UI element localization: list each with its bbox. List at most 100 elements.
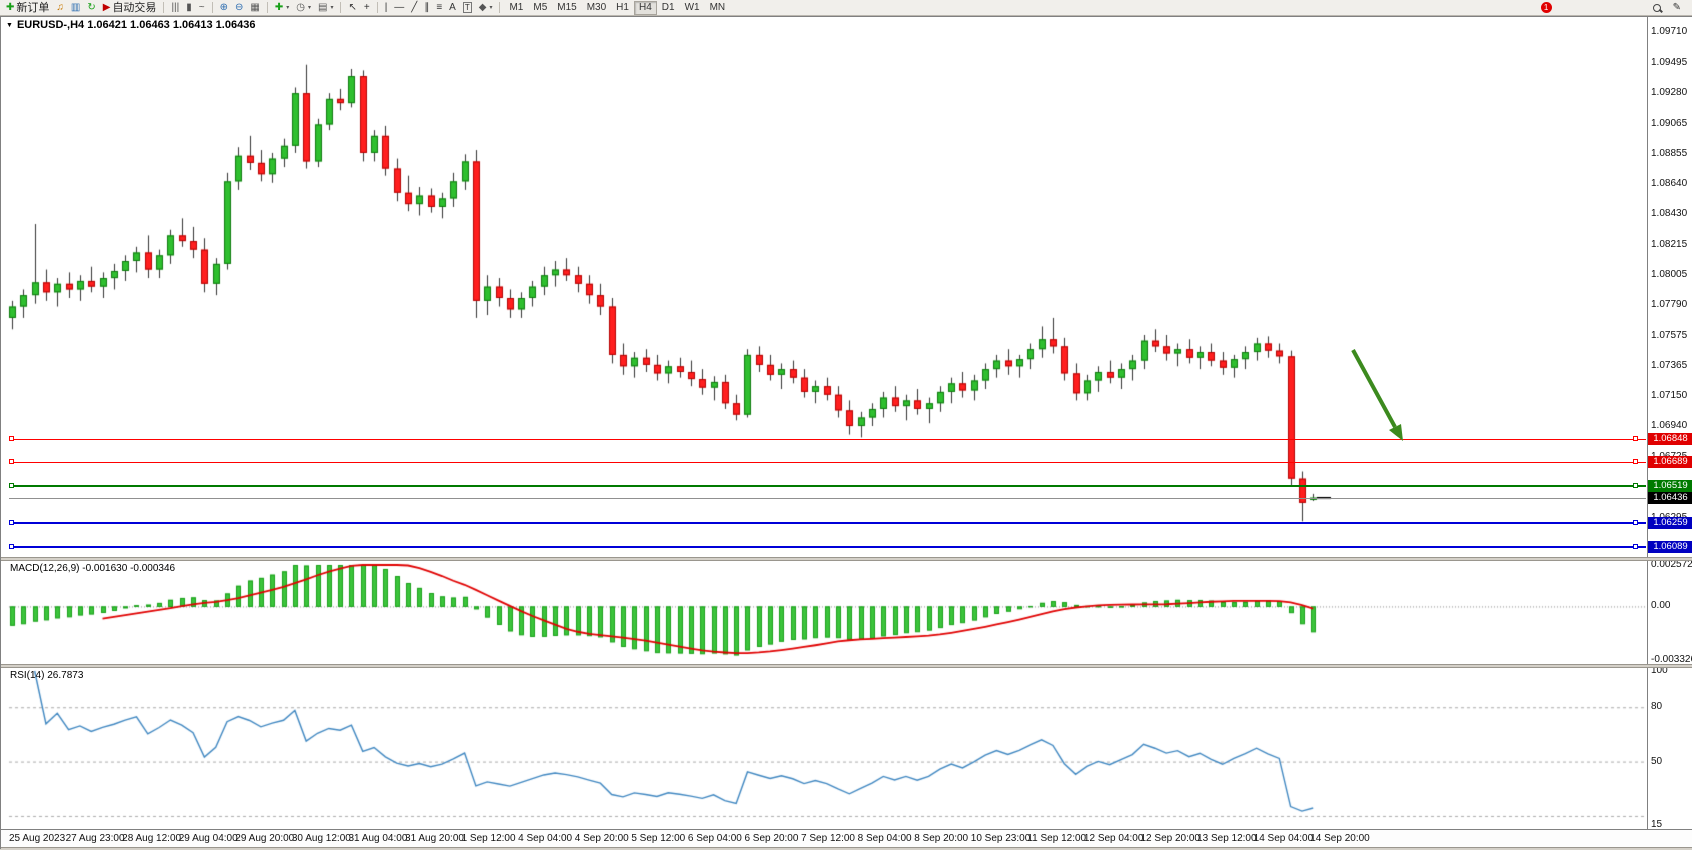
zoom-in-button[interactable]: ⊕ xyxy=(217,1,231,15)
rsi-scale-label: 80 xyxy=(1651,701,1663,713)
time-axis-label: 13 Sep 12:00 xyxy=(1197,833,1257,844)
time-axis-label: 7 Sep 12:00 xyxy=(801,833,855,844)
price-badge-1.06519: 1.06519 xyxy=(1648,480,1692,492)
vertical-line-button[interactable]: | xyxy=(382,1,391,15)
trendline-button[interactable]: ╱ xyxy=(408,1,420,15)
timeframe-d1[interactable]: D1 xyxy=(657,1,680,15)
price-scale-label: 1.07150 xyxy=(1651,390,1688,402)
time-axis-label: 31 Aug 04:00 xyxy=(348,833,408,844)
timeframe-w1[interactable]: W1 xyxy=(680,1,705,15)
chart-title: EURUSD-,H4 1.06421 1.06463 1.06413 1.064… xyxy=(16,19,256,31)
toolbar-separator xyxy=(499,2,501,13)
support-line-blue-1[interactable] xyxy=(9,522,1646,524)
timeframe-mn[interactable]: MN xyxy=(705,1,731,15)
notification-badge[interactable]: 1 xyxy=(1540,2,1552,13)
time-axis[interactable]: 25 Aug 2023 27 Aug 23:00 28 Aug 12:00 29 Au… xyxy=(1,829,1692,847)
resistance-line-2-handle[interactable] xyxy=(9,459,14,464)
crosshair-icon: + xyxy=(363,1,370,13)
price-badge-1.06089: 1.06089 xyxy=(1648,541,1692,553)
price-scale-label: 1.07790 xyxy=(1651,299,1688,311)
price-scale-label: 1.09710 xyxy=(1651,26,1688,37)
support-line-blue-2[interactable] xyxy=(9,546,1646,548)
fibonacci-button[interactable]: ≡ xyxy=(433,1,445,15)
auto-trading-button[interactable]: ▶ 自动交易 xyxy=(100,1,160,15)
support-line-green-handle[interactable] xyxy=(9,483,14,488)
time-axis-label: 8 Sep 20:00 xyxy=(914,833,969,844)
text-label-button[interactable]: T xyxy=(460,1,475,15)
rsi-label: RSI(14) 26.7873 xyxy=(10,670,84,681)
line-chart-mode-button[interactable]: ~ xyxy=(196,1,208,15)
sound-button[interactable]: ♫ xyxy=(53,1,67,15)
text-label-icon: T xyxy=(462,2,472,13)
time-axis-label: 12 Sep 20:00 xyxy=(1140,833,1201,844)
price-scale[interactable]: 1.09710 1.09495 1.09280 1.09065 1.08855 1.086… xyxy=(1647,17,1692,830)
panel-separator-macd[interactable] xyxy=(1,557,1692,561)
tile-windows-button[interactable]: ▦ xyxy=(247,1,262,15)
periods-icon: ◷ xyxy=(296,1,305,13)
edit-button[interactable]: ✎ xyxy=(1670,1,1684,15)
support-line-blue-1-handle[interactable] xyxy=(1633,520,1638,525)
toolbar-right-group: 1 ✎ xyxy=(1540,1,1692,15)
indicators-button[interactable]: ✚ ▾ xyxy=(272,1,292,15)
templates-icon: ▤ xyxy=(317,1,328,13)
price-scale-label: 1.06940 xyxy=(1651,420,1688,432)
resistance-line-2-handle[interactable] xyxy=(1633,459,1638,464)
toolbar-separator xyxy=(340,2,342,13)
cursor-button[interactable]: ↖ xyxy=(345,1,359,15)
zoom-out-button[interactable]: ⊖ xyxy=(232,1,246,15)
crosshair-button[interactable]: + xyxy=(361,1,373,15)
support-line-green-handle[interactable] xyxy=(1633,483,1638,488)
rsi-scale-label: 100 xyxy=(1651,665,1668,676)
market-watch-icon: ▥ xyxy=(70,1,81,13)
new-order-button[interactable]: ✚ 新订单 xyxy=(3,1,52,15)
timeframe-m5[interactable]: M5 xyxy=(528,1,552,15)
arrows-button[interactable]: ◆ ▾ xyxy=(476,1,496,15)
horizontal-line-button[interactable]: — xyxy=(391,1,407,15)
timeframe-m15[interactable]: M15 xyxy=(552,1,581,15)
support-line-blue-2-handle[interactable] xyxy=(9,544,14,549)
refresh-button[interactable]: ↻ xyxy=(84,1,98,15)
channel-button[interactable]: ∥ xyxy=(421,1,432,15)
tile-windows-icon: ▦ xyxy=(250,1,260,13)
toolbar-separator xyxy=(266,2,268,13)
refresh-icon: ↻ xyxy=(87,1,96,13)
price-scale-label: 1.07365 xyxy=(1651,359,1688,371)
price-scale-label: 1.08855 xyxy=(1651,147,1688,159)
trendline-icon: ╱ xyxy=(411,1,418,13)
support-line-blue-2-handle[interactable] xyxy=(1633,544,1638,549)
resistance-line-1[interactable] xyxy=(9,439,1646,440)
price-badge-1.06848: 1.06848 xyxy=(1648,433,1692,445)
vertical-line-icon: | xyxy=(384,1,388,13)
resistance-line-1-handle[interactable] xyxy=(9,436,14,441)
current-price-line[interactable] xyxy=(9,498,1646,499)
time-axis-label: 4 Sep 04:00 xyxy=(518,833,573,844)
chart-panels-canvas[interactable] xyxy=(1,17,1647,829)
resistance-line-1-handle[interactable] xyxy=(1633,436,1638,441)
new-order-icon: ✚ xyxy=(6,1,15,13)
time-axis-label: 25 Aug 2023 xyxy=(9,833,66,844)
timeframe-h4[interactable]: H4 xyxy=(633,0,657,15)
time-axis-label: 1 Sep 12:00 xyxy=(461,833,516,844)
timeframe-h1[interactable]: H1 xyxy=(611,1,634,15)
candlestick-mode-button[interactable]: ▮ xyxy=(183,1,195,15)
periods-button[interactable]: ◷ ▾ xyxy=(293,1,314,15)
toolbar-separator xyxy=(211,2,213,13)
text-button[interactable]: A xyxy=(446,1,459,15)
search-button[interactable] xyxy=(1650,1,1664,15)
market-watch-button[interactable]: ▥ xyxy=(68,1,83,15)
panel-separator-rsi[interactable] xyxy=(1,664,1692,668)
arrows-icon: ◆ xyxy=(478,1,487,13)
time-axis-label: 28 Aug 12:00 xyxy=(122,833,182,844)
templates-button[interactable]: ▤ ▾ xyxy=(315,1,336,15)
timeframe-m30[interactable]: M30 xyxy=(582,1,611,15)
line-chart-mode-icon: ~ xyxy=(198,1,205,13)
timeframe-m1[interactable]: M1 xyxy=(504,1,528,15)
chart-menu-caret-icon[interactable]: ▼ xyxy=(6,21,13,29)
time-axis-label: 14 Sep 20:00 xyxy=(1310,833,1370,844)
support-line-blue-1-handle[interactable] xyxy=(9,520,14,525)
resistance-line-2[interactable] xyxy=(9,462,1646,463)
price-badge-1.06436: 1.06436 xyxy=(1648,492,1692,504)
bar-chart-mode-button[interactable]: ||| xyxy=(168,1,182,15)
support-line-green[interactable] xyxy=(9,485,1646,487)
time-axis-label: 30 Aug 12:00 xyxy=(291,833,351,844)
